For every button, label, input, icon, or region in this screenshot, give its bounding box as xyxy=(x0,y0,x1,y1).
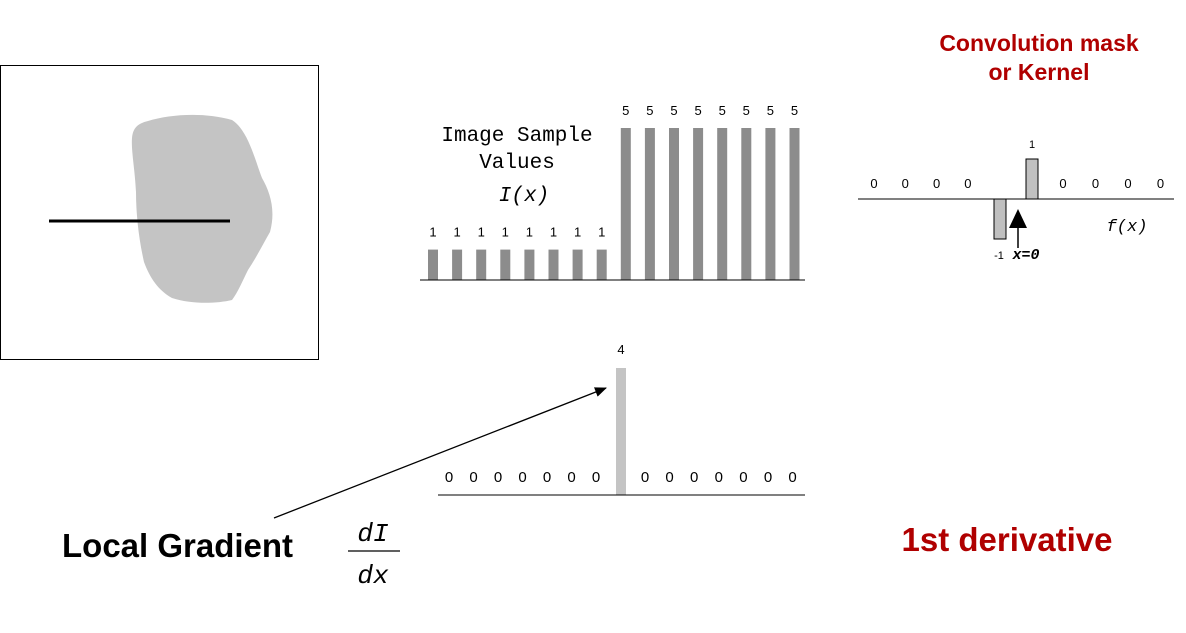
sample-chart: Image Sample Values I(x) 1 1 1 1 1 1 1 1 5 5 5 5 5 5 5… xyxy=(420,103,805,281)
kernel-diagram: Convolution mask or Kernel 0 0 0 0 0 0 0 0 1 -… xyxy=(858,30,1174,264)
zero-label: 0 xyxy=(870,176,877,191)
sample-bar xyxy=(765,128,776,280)
kernel-title-line1: Convolution mask xyxy=(939,30,1139,56)
sample-bar xyxy=(596,249,607,280)
zero-label: 0 xyxy=(494,469,502,486)
sample-value-label: 1 xyxy=(453,225,460,240)
sample-bars xyxy=(428,128,800,280)
zero-label: 0 xyxy=(739,469,747,486)
sample-bar xyxy=(428,249,438,280)
fraction-denominator: dx xyxy=(357,561,389,591)
samples-func-label: I(x) xyxy=(499,185,549,208)
sample-bar xyxy=(669,128,679,280)
zero-label: 0 xyxy=(788,469,796,486)
kernel-neg-bar xyxy=(993,198,1007,240)
kernel-func-label: f(x) xyxy=(1107,218,1148,237)
sample-bar xyxy=(572,249,583,280)
sample-value-label: 5 xyxy=(670,103,677,118)
sample-value-label: 1 xyxy=(550,225,557,240)
sample-value-label: 5 xyxy=(694,103,701,118)
sample-value-label: 5 xyxy=(791,103,798,118)
zero-label: 0 xyxy=(592,469,600,486)
sample-value-label: 5 xyxy=(767,103,774,118)
zero-label: 0 xyxy=(1157,176,1164,191)
sample-bar xyxy=(524,249,535,280)
zero-label: 0 xyxy=(764,469,772,486)
sample-value-label: 1 xyxy=(429,225,436,240)
sample-bar xyxy=(717,128,728,280)
sample-bar xyxy=(789,128,800,280)
zero-label: 0 xyxy=(715,469,723,486)
origin-label: x=0 xyxy=(1011,247,1039,264)
zero-label: 0 xyxy=(641,469,649,486)
object-blob xyxy=(131,114,273,303)
zero-label: 0 xyxy=(1059,176,1066,191)
zero-label: 0 xyxy=(567,469,575,486)
zero-label: 0 xyxy=(665,469,673,486)
image-panel xyxy=(0,65,319,360)
zero-label: 0 xyxy=(445,469,453,486)
zero-label: 0 xyxy=(933,176,940,191)
zero-label: 0 xyxy=(543,469,551,486)
zero-label: 0 xyxy=(518,469,526,486)
origin-arrow-icon xyxy=(1009,209,1027,228)
sample-bar xyxy=(500,249,511,280)
zero-label: 0 xyxy=(1092,176,1099,191)
sample-value-label: 1 xyxy=(574,225,581,240)
sample-value-label: 5 xyxy=(743,103,750,118)
sample-value-label: 1 xyxy=(598,225,605,240)
gradient-pointer-arrow xyxy=(273,387,607,519)
samples-title-line1: Image Sample xyxy=(441,125,592,148)
sample-bar xyxy=(620,128,631,280)
zero-label: 0 xyxy=(1124,176,1131,191)
sample-bar xyxy=(548,249,559,280)
zero-label: 0 xyxy=(902,176,909,191)
zero-label: 0 xyxy=(469,469,477,486)
sample-bar xyxy=(452,249,463,280)
sample-value-label: 1 xyxy=(478,225,485,240)
kernel-left-zeros: 0 0 0 0 xyxy=(870,176,971,191)
sample-bar xyxy=(476,249,487,280)
zero-label: 0 xyxy=(690,469,698,486)
sample-bar xyxy=(693,128,704,280)
local-gradient-label: Local Gradient xyxy=(62,527,293,564)
kernel-title-line2: or Kernel xyxy=(989,59,1090,85)
derivative-peak-label: 4 xyxy=(617,342,624,357)
sample-value-label: 5 xyxy=(646,103,653,118)
kernel-neg-label: -1 xyxy=(994,250,1004,262)
samples-title-line2: Values xyxy=(479,152,555,175)
sample-value-label: 1 xyxy=(502,225,509,240)
sample-bar xyxy=(741,128,752,280)
kernel-right-zeros: 0 0 0 0 xyxy=(1059,176,1164,191)
zero-label: 0 xyxy=(964,176,971,191)
sample-value-label: 5 xyxy=(719,103,726,118)
sample-value-label: 5 xyxy=(622,103,629,118)
sample-bar xyxy=(644,128,655,280)
derivative-peak-bar xyxy=(616,368,626,495)
fraction-numerator: dI xyxy=(357,519,388,549)
kernel-pos-bar xyxy=(1025,158,1039,200)
first-derivative-label: 1st derivative xyxy=(902,521,1113,558)
sample-value-label: 1 xyxy=(526,225,533,240)
kernel-pos-label: 1 xyxy=(1029,139,1035,151)
sample-value-labels: 1 1 1 1 1 1 1 1 5 5 5 5 5 5 5 5 xyxy=(429,103,798,240)
